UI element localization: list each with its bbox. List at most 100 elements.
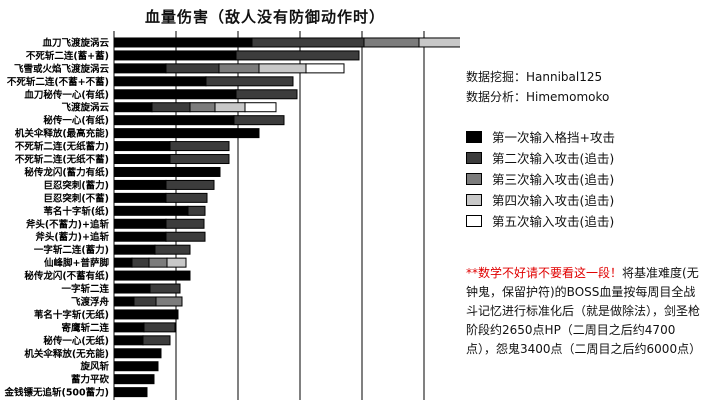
category-label: 巨忍突刺(蓄力) — [43, 179, 109, 191]
bar-segment — [113, 348, 162, 359]
category-label: 苇名十字斩(无纸) — [34, 309, 109, 321]
category-label: 血刀飞渡旋涡云 — [42, 37, 109, 49]
legend-swatch-4 — [466, 193, 482, 206]
bar-segment — [113, 244, 156, 255]
bar-segment — [113, 309, 179, 320]
bar-segment — [251, 37, 365, 48]
bar-segment — [169, 154, 230, 165]
bar-segment — [165, 63, 220, 74]
bar-segment — [113, 387, 148, 398]
category-label: 不死斩二连(无纸蓄力) — [15, 141, 109, 153]
bar-segment — [149, 283, 181, 294]
legend-item: 第三次输入攻击(追击) — [466, 168, 615, 189]
bar-segment — [113, 76, 207, 87]
legend-label-5: 第五次输入攻击(追击) — [492, 214, 615, 229]
note-body: 将基准难度(无钟鬼，保留护符)的BOSS血量按每周目全战斗记忆进行标准化后（就是… — [466, 266, 702, 356]
bar-segment — [113, 141, 171, 152]
legend-swatch-1 — [466, 130, 482, 143]
bar-segment — [113, 102, 153, 113]
category-label: 机关伞释放(无充能) — [24, 348, 109, 360]
legend-item: 第一次输入格挡+攻击 — [466, 126, 615, 147]
bar-segment — [113, 205, 189, 216]
bar-segment — [142, 335, 171, 346]
bar-segment — [113, 374, 155, 385]
category-label: 旋风斩 — [79, 361, 109, 373]
bar-segment — [363, 37, 420, 48]
bar-segment — [113, 270, 191, 281]
bar-segment — [233, 115, 285, 126]
bar-segment — [165, 218, 205, 229]
category-label: 秘传一心(无纸) — [43, 335, 109, 347]
category-label: 飞雪或火焰飞渡旋涡云 — [14, 63, 110, 75]
category-label: 寄鹰斩二连 — [61, 322, 109, 334]
legend-item: 第四次输入攻击(追击) — [466, 189, 615, 210]
bar-segment — [113, 154, 171, 165]
bar-segment — [113, 231, 167, 242]
stacked-bar-chart: 血刀飞渡旋涡云不死斩二连(蓄+蓄)飞雪或火焰飞渡旋涡云不死斩二连(不蓄+不蓄)血… — [3, 31, 460, 400]
bar-segment — [113, 322, 145, 333]
bar-segment — [165, 231, 206, 242]
bar-segment — [133, 296, 157, 307]
bar-segment — [113, 128, 260, 139]
bar-segment — [155, 296, 183, 307]
category-label: 不死斩二连(不蓄+不蓄) — [7, 76, 109, 88]
category-label: 血刀秘传一心(有纸) — [24, 89, 109, 101]
bar-segment — [154, 244, 191, 255]
legend: 第一次输入格挡+攻击 第二次输入攻击(追击) 第三次输入攻击(追击) 第四次输入… — [466, 126, 615, 231]
legend-swatch-2 — [466, 151, 482, 164]
bar-segment — [187, 205, 206, 216]
bar-segment — [113, 283, 151, 294]
legend-item: 第五次输入攻击(追击) — [466, 210, 615, 231]
bar-segment — [165, 179, 215, 190]
category-label: 蓄力平砍 — [71, 374, 110, 386]
bar-segment — [218, 63, 260, 74]
legend-label-3: 第三次输入攻击(追击) — [492, 172, 615, 187]
legend-label-1: 第一次输入格挡+攻击 — [492, 130, 615, 145]
note-paragraph: **数学不好请不要看这一段！将基准难度(无钟鬼，保留护符)的BOSS血量按每周目… — [466, 264, 704, 359]
bar-segment — [418, 37, 460, 48]
category-label: 不死斩二连(无纸不蓄) — [15, 154, 109, 166]
category-label: 不死斩二连(蓄+蓄) — [26, 50, 109, 62]
bar-segment — [235, 89, 298, 100]
legend-label-2: 第二次输入攻击(追击) — [492, 151, 615, 166]
category-label: 秘传一心(有纸) — [43, 115, 109, 127]
bar-segment — [113, 335, 144, 346]
bar-segment — [165, 192, 208, 203]
bar-segment — [113, 37, 253, 48]
credit-data-analysis: 数据分析：Himemomoko — [466, 90, 610, 104]
category-label: 斧头(不蓄力)+追斩 — [26, 218, 110, 230]
category-label: 秘传龙闪(蓄力有纸) — [24, 166, 109, 178]
bar-segment — [113, 179, 167, 190]
bar-segment — [205, 76, 294, 87]
legend-swatch-3 — [466, 172, 482, 185]
legend-label-4: 第四次输入攻击(追击) — [492, 193, 615, 208]
category-label: 金钱镖无追斩(500蓄力) — [3, 387, 109, 399]
category-label: 飞渡旋涡云 — [61, 102, 109, 114]
bar-segment — [113, 361, 159, 372]
bar-segment — [166, 257, 187, 268]
bar-segment — [113, 115, 235, 126]
legend-swatch-5 — [466, 214, 482, 227]
bar-segment — [235, 50, 360, 61]
bar-segment — [189, 102, 216, 113]
category-label: 机关伞释放(最高充能) — [15, 128, 109, 140]
chart-title: 血量伤害（敌人没有防御动作时） — [144, 8, 385, 26]
bar-segment — [113, 89, 237, 100]
category-label: 仙峰脚+普萨脚 — [44, 257, 109, 269]
category-label: 一字斩二连 — [61, 283, 109, 295]
note-prefix: ** — [466, 266, 478, 280]
legend-item: 第二次输入攻击(追击) — [466, 147, 615, 168]
bar-segment — [113, 296, 135, 307]
bar-segment — [113, 50, 237, 61]
bar-segment — [214, 102, 246, 113]
category-label: 苇名十字斩(纸) — [43, 205, 109, 217]
bar-segment — [113, 218, 167, 229]
category-label: 一字斩二连(蓄力) — [34, 244, 109, 256]
bar-segment — [169, 141, 230, 152]
credit-data-mining: 数据挖掘：Hannibal125 — [466, 70, 603, 84]
bar-segment — [244, 102, 277, 113]
bar-segment — [113, 192, 167, 203]
bar-segment — [113, 257, 133, 268]
category-label: 巨忍突刺(不蓄) — [43, 192, 109, 204]
bar-segment — [131, 257, 150, 268]
